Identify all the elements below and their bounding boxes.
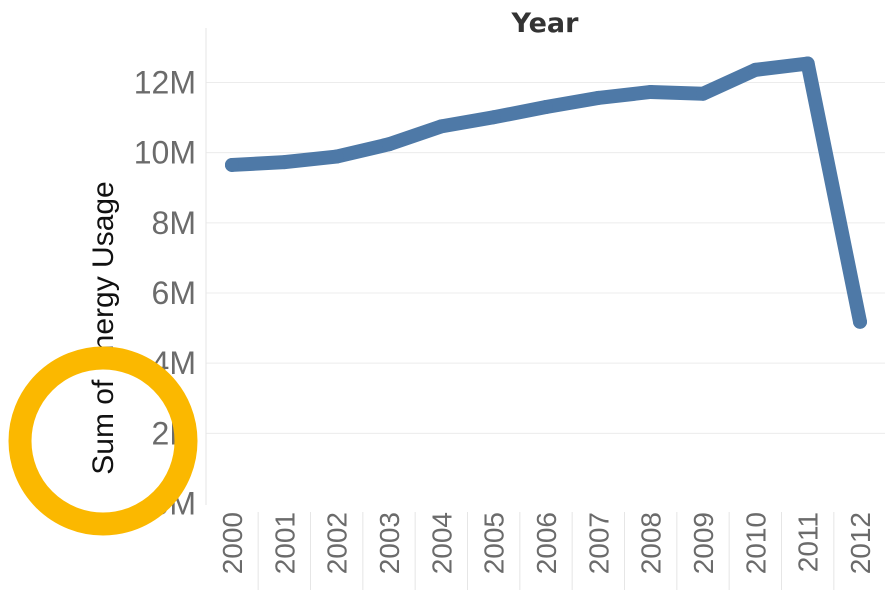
x-tick-label: 2011	[793, 512, 824, 572]
x-axis-ticks: 2000 2001 2002 2003 2004 2005 2006 2007 2008 2009…	[217, 512, 876, 574]
y-axis-title: Sum of Energy Usage	[87, 181, 120, 474]
y-tick-label: 6M	[152, 275, 196, 311]
gridlines	[206, 83, 885, 434]
x-tick-label: 2012	[845, 512, 876, 574]
x-tick-label: 2004	[426, 512, 457, 574]
data-point	[330, 150, 344, 164]
x-tick-label: 2003	[374, 512, 405, 574]
y-tick-label: 12M	[134, 65, 196, 101]
data-point	[801, 57, 815, 71]
data-point	[748, 63, 762, 77]
data-point	[487, 110, 501, 124]
x-tick-label: 2002	[322, 512, 353, 574]
data-point	[644, 85, 658, 99]
x-tick-label: 2010	[740, 512, 771, 574]
y-tick-label: 8M	[152, 205, 196, 241]
data-point	[539, 100, 553, 114]
x-tick-label: 2005	[479, 512, 510, 574]
x-tick-label: 2001	[269, 512, 300, 574]
data-point	[853, 315, 867, 329]
y-tick-label: 10M	[134, 135, 196, 171]
x-tick-label: 2009	[688, 512, 719, 574]
data-point	[696, 87, 710, 101]
series-layer	[225, 57, 867, 329]
x-tick-label: 2008	[636, 512, 667, 574]
data-point	[277, 155, 291, 169]
x-tick-label: 2007	[583, 512, 614, 574]
x-tick-label: 2000	[217, 512, 248, 574]
data-point	[591, 91, 605, 105]
x-axis-title: Year	[511, 8, 580, 39]
x-tick-label: 2006	[531, 512, 562, 574]
data-point	[434, 119, 448, 133]
data-point	[225, 158, 239, 172]
data-point	[382, 137, 396, 151]
